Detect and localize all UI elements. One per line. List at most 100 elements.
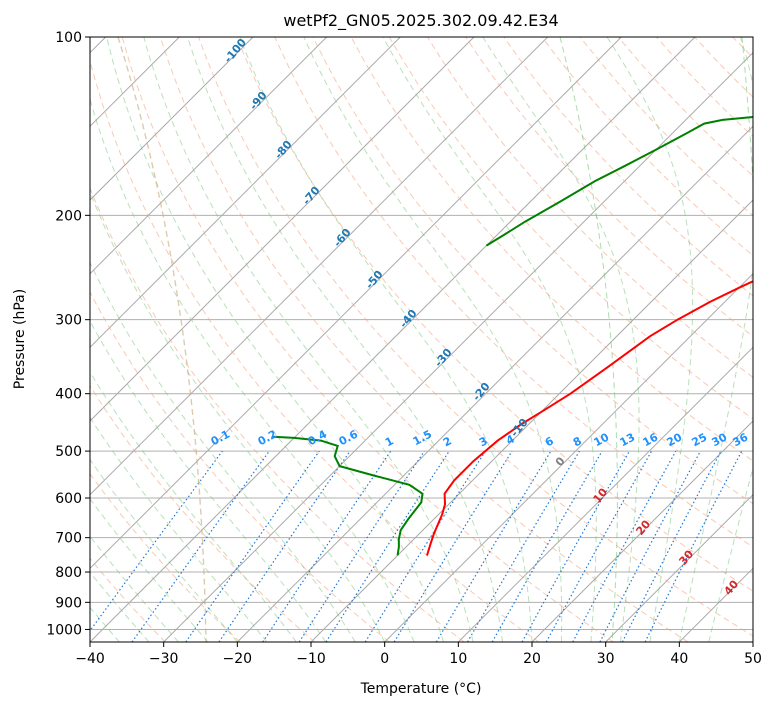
moist-adiabat-label: 10 <box>590 485 610 505</box>
mixing-ratio-line <box>599 450 702 642</box>
mixing-ratio-label: 0.6 <box>337 427 361 448</box>
x-tick-label: 40 <box>670 651 688 667</box>
mixing-ratio-label: 1 <box>383 434 396 449</box>
isotherm <box>236 125 753 642</box>
x-tick-label: 50 <box>744 651 762 667</box>
dry-adiabat <box>656 37 753 138</box>
dry-adiabat-label: -40 <box>397 307 420 331</box>
isotherm <box>90 37 254 201</box>
moist-adiabat <box>90 458 238 642</box>
mixing-ratio-label: 16 <box>641 430 661 449</box>
x-tick-label: 20 <box>523 651 541 667</box>
dry-adiabat <box>274 37 753 548</box>
dry-adiabat-label: -20 <box>470 380 493 404</box>
moist-adiabat <box>708 465 753 642</box>
x-tick-label: −40 <box>75 651 105 667</box>
mixing-ratio-label: 36 <box>731 430 751 449</box>
moist-adiabat <box>90 370 297 642</box>
y-tick-label: 800 <box>55 565 82 581</box>
mixing-ratio-line <box>325 450 450 642</box>
series-line-2 <box>273 435 424 556</box>
reference-arc <box>741 37 753 642</box>
isotherm <box>457 346 753 642</box>
mixing-ratio-label: 0.1 <box>209 428 232 449</box>
moist-adiabat <box>90 320 327 642</box>
moist-adiabat-label: 30 <box>676 547 696 567</box>
mixing-ratio-label: 30 <box>710 430 730 449</box>
moist-adiabat <box>90 416 268 642</box>
isotherm <box>752 641 753 642</box>
moist-adiabat <box>239 37 533 642</box>
x-tick-label: −30 <box>149 651 179 667</box>
mixing-ratio-line <box>393 450 513 642</box>
isotherm <box>90 37 328 275</box>
isotherm <box>531 420 753 642</box>
moist-adiabat <box>90 190 386 642</box>
dry-adiabat <box>159 37 689 642</box>
dry-adiabat-label: 0 <box>553 454 568 468</box>
moist-adiabat <box>187 37 503 642</box>
mixing-ratio-label: 3 <box>477 434 490 449</box>
mixing-ratio-line <box>644 450 743 642</box>
moist-adiabat <box>482 37 640 642</box>
y-axis-label: Pressure (hPa) <box>12 289 28 389</box>
mixing-ratio-label: 8 <box>571 434 584 449</box>
mixing-ratio-label: 25 <box>690 431 710 450</box>
x-tick-label: −10 <box>296 651 326 667</box>
moist-adiabat <box>90 261 356 642</box>
y-tick-label: 600 <box>55 491 82 507</box>
y-axis: 1000 900 800 700 600 500 400 300 200 100 <box>46 30 90 638</box>
dry-adiabat <box>503 37 753 297</box>
dry-adiabat-label: -70 <box>300 184 323 208</box>
dry-adiabat <box>426 37 753 378</box>
isotherm <box>90 37 401 349</box>
y-tick-label: 300 <box>55 313 82 329</box>
isotherm <box>384 272 753 642</box>
mixing-ratio-line <box>218 450 351 642</box>
x-axis: −40 −30 −20 −10 0 10 20 30 40 50 <box>75 642 762 667</box>
dry-adiabat <box>90 59 540 642</box>
dry-adiabat <box>90 472 241 642</box>
isotherm <box>678 567 753 642</box>
moist-adiabat <box>90 535 179 642</box>
mixing-ratio-line <box>131 450 270 642</box>
isotherm <box>163 51 753 642</box>
moist-adiabat <box>90 497 209 642</box>
dry-adiabat-label: -50 <box>363 268 386 292</box>
moist-adiabat <box>303 37 563 642</box>
mixing-ratio-line <box>262 450 392 642</box>
moist-adiabat-label: 40 <box>721 577 741 597</box>
dry-adiabat-label: -80 <box>272 138 295 162</box>
y-tick-label: 900 <box>55 595 82 611</box>
dry-adiabat-label: -100 <box>221 36 249 66</box>
mixing-ratio-label: 0.2 <box>256 428 279 449</box>
isotherm <box>90 37 622 570</box>
moist-adiabat <box>143 37 474 642</box>
moist-adiabat <box>382 37 597 642</box>
series-line-3 <box>485 116 753 247</box>
series-line-1 <box>426 280 753 556</box>
dry-adiabat-label: -30 <box>432 346 455 370</box>
dry-adiabat <box>312 37 753 505</box>
y-tick-label: 100 <box>55 30 82 46</box>
dry-adiabat <box>198 37 753 637</box>
isotherm <box>605 493 753 642</box>
curve-labels: -100-90-80-70-60-50-40-30-20-10010203040… <box>209 36 751 598</box>
isotherm <box>90 37 475 422</box>
moist-adiabat <box>90 97 415 642</box>
x-axis-label: Temperature (°C) <box>360 681 482 697</box>
x-tick-label: 10 <box>449 651 467 667</box>
dry-adiabat <box>771 37 775 642</box>
dry-adiabat <box>236 37 753 592</box>
mixing-ratio-line <box>185 450 320 642</box>
plot-frame <box>89 36 754 643</box>
mixing-ratio-label: 2 <box>441 434 454 449</box>
x-tick-label: −20 <box>223 651 253 667</box>
background-lines <box>90 37 775 642</box>
mixing-ratio-line <box>298 450 425 642</box>
dry-adiabat-label: -90 <box>247 89 270 113</box>
mixing-ratio-line <box>545 450 653 642</box>
mixing-ratio-line <box>364 450 486 642</box>
dry-adiabat <box>465 37 753 338</box>
isotherm <box>90 37 549 496</box>
